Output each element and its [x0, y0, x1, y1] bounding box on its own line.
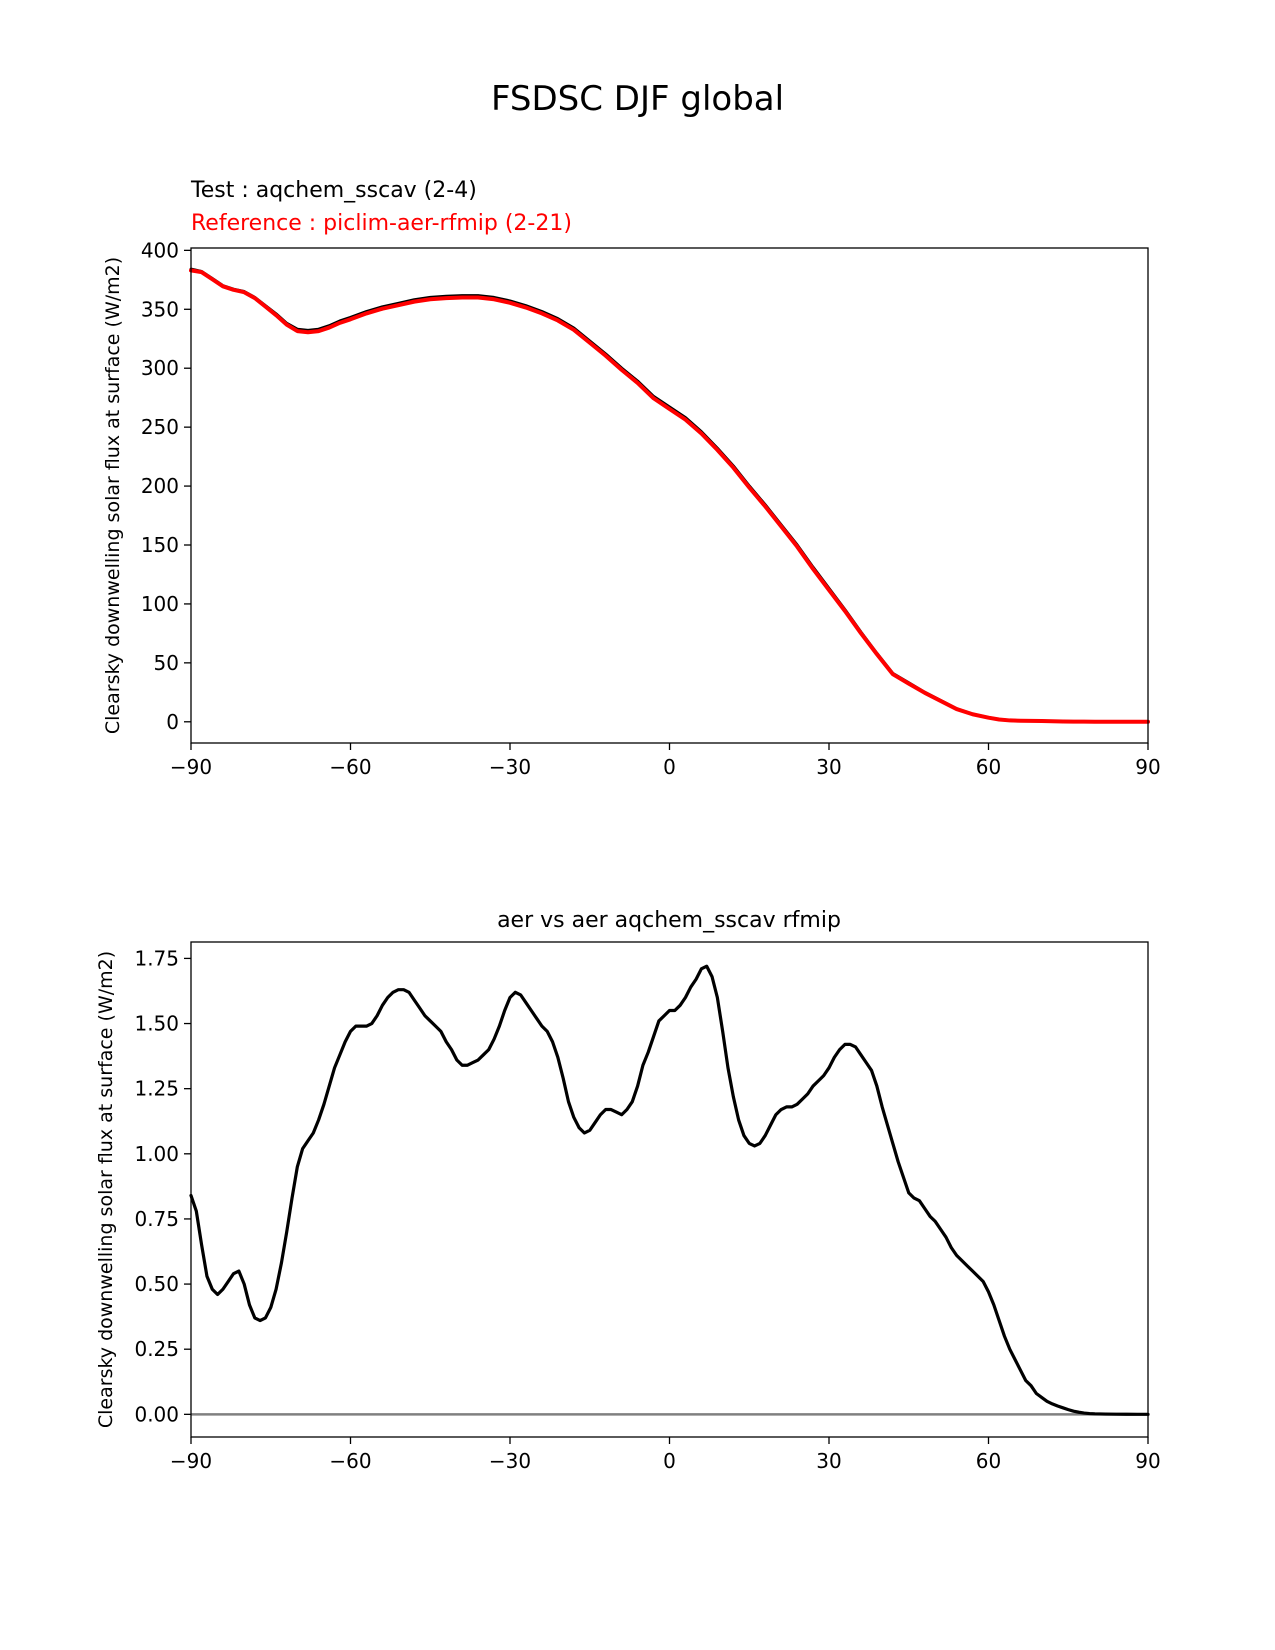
- bottom-panel-x-axis: −90 −60 −30 0 30 60 90: [170, 1437, 1161, 1473]
- bottom-panel-x-tick-label: 30: [816, 1449, 841, 1473]
- figure-title: FSDSC DJF global: [491, 79, 784, 119]
- top-panel-y-tick-label: 100: [141, 592, 179, 616]
- bottom-panel-y-tick-label: 1.50: [134, 1012, 179, 1036]
- bottom-panel-series-layer: [189, 964, 1150, 1416]
- top-panel-y-tick-label: 50: [154, 651, 179, 675]
- top-panel-y-tick-label: 300: [141, 356, 179, 380]
- top-panel-series-line-1: [189, 268, 1150, 724]
- bottom-panel-y-tick-label: 0.00: [134, 1402, 179, 1426]
- bottom-panel-y-tick-label: 1.00: [134, 1142, 179, 1166]
- top-panel: Test : aqchem_sscav (2-4) Reference : pi…: [102, 178, 1161, 779]
- bottom-panel-x-tick-label: −30: [489, 1449, 531, 1473]
- top-panel-y-tick-label: 200: [141, 474, 179, 498]
- bottom-panel-x-tick-label: 60: [976, 1449, 1001, 1473]
- top-panel-y-axis-label: Clearsky downwelling solar flux at surfa…: [102, 257, 124, 734]
- top-panel-y-tick-label: 0: [166, 710, 179, 734]
- bottom-panel-y-tick-label: 1.75: [134, 946, 179, 970]
- top-panel-x-tick-label: −30: [489, 755, 531, 779]
- top-panel-y-tick-label: 400: [141, 238, 179, 262]
- top-panel-series-layer: [189, 267, 1150, 724]
- bottom-panel-x-tick-label: 90: [1135, 1449, 1160, 1473]
- bottom-panel-y-tick-label: 0.25: [134, 1337, 179, 1361]
- bottom-panel-x-tick-label: −90: [170, 1449, 212, 1473]
- top-panel-x-tick-label: 90: [1135, 755, 1160, 779]
- top-panel-series-line-0: [189, 267, 1150, 724]
- top-panel-x-tick-label: −60: [329, 755, 371, 779]
- top-panel-y-axis: 0 50 100 150 200 250 300 350 400: [141, 238, 191, 734]
- bottom-panel-series-line-0: [189, 964, 1150, 1416]
- top-panel-x-tick-label: 30: [816, 755, 841, 779]
- bottom-panel: aer vs aer aqchem_sscav rfmip −90 −60 −30 0…: [95, 908, 1161, 1473]
- bottom-panel-y-tick-label: 0.75: [134, 1207, 179, 1231]
- bottom-panel-y-tick-label: 1.25: [134, 1077, 179, 1101]
- top-panel-y-tick-label: 150: [141, 533, 179, 557]
- bottom-panel-y-tick-label: 0.50: [134, 1272, 179, 1296]
- top-panel-x-axis: −90 −60 −30 0 30 60 90: [170, 743, 1161, 779]
- top-panel-y-tick-label: 250: [141, 415, 179, 439]
- bottom-panel-x-tick-label: −60: [329, 1449, 371, 1473]
- bottom-panel-frame: [190, 941, 1149, 1438]
- top-panel-x-tick-label: 60: [976, 755, 1001, 779]
- bottom-panel-center-title: aer vs aer aqchem_sscav rfmip: [497, 908, 841, 933]
- bottom-panel-y-axis-label: Clearsky downwelling solar flux at surfa…: [95, 951, 117, 1428]
- top-panel-y-tick-label: 350: [141, 297, 179, 321]
- bottom-panel-y-axis: 0.00 0.25 0.50 0.75 1.00 1.25 1.50 1.75: [134, 946, 191, 1426]
- top-panel-x-tick-label: −90: [170, 755, 212, 779]
- bottom-panel-x-tick-label: 0: [663, 1449, 676, 1473]
- top-panel-reference-label: Reference : piclim-aer-rfmip (2-21): [191, 211, 572, 236]
- top-panel-x-tick-label: 0: [663, 755, 676, 779]
- top-panel-test-label: Test : aqchem_sscav (2-4): [190, 178, 477, 203]
